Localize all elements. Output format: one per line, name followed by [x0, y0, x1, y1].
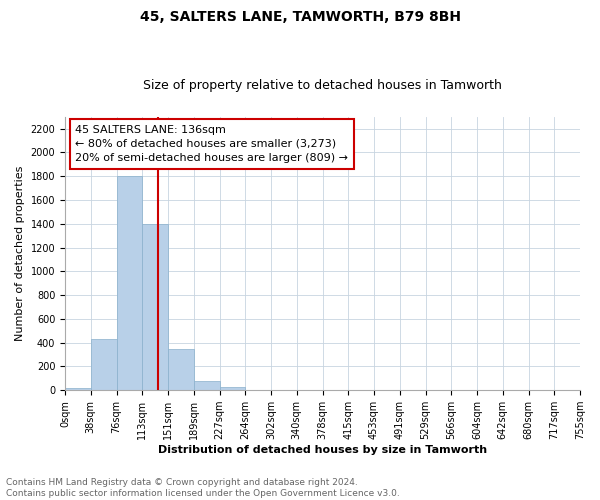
Title: Size of property relative to detached houses in Tamworth: Size of property relative to detached ho…	[143, 79, 502, 92]
Bar	[220, 387, 245, 390]
X-axis label: Distribution of detached houses by size in Tamworth: Distribution of detached houses by size …	[158, 445, 487, 455]
Text: 45, SALTERS LANE, TAMWORTH, B79 8BH: 45, SALTERS LANE, TAMWORTH, B79 8BH	[139, 10, 461, 24]
Bar	[65, 388, 91, 390]
Text: 45 SALTERS LANE: 136sqm
← 80% of detached houses are smaller (3,273)
20% of semi: 45 SALTERS LANE: 136sqm ← 80% of detache…	[76, 125, 349, 163]
Bar	[194, 380, 220, 390]
Bar	[116, 176, 142, 390]
Text: Contains HM Land Registry data © Crown copyright and database right 2024.
Contai: Contains HM Land Registry data © Crown c…	[6, 478, 400, 498]
Y-axis label: Number of detached properties: Number of detached properties	[15, 166, 25, 341]
Bar	[142, 224, 168, 390]
Bar	[91, 339, 116, 390]
Bar	[168, 348, 194, 390]
